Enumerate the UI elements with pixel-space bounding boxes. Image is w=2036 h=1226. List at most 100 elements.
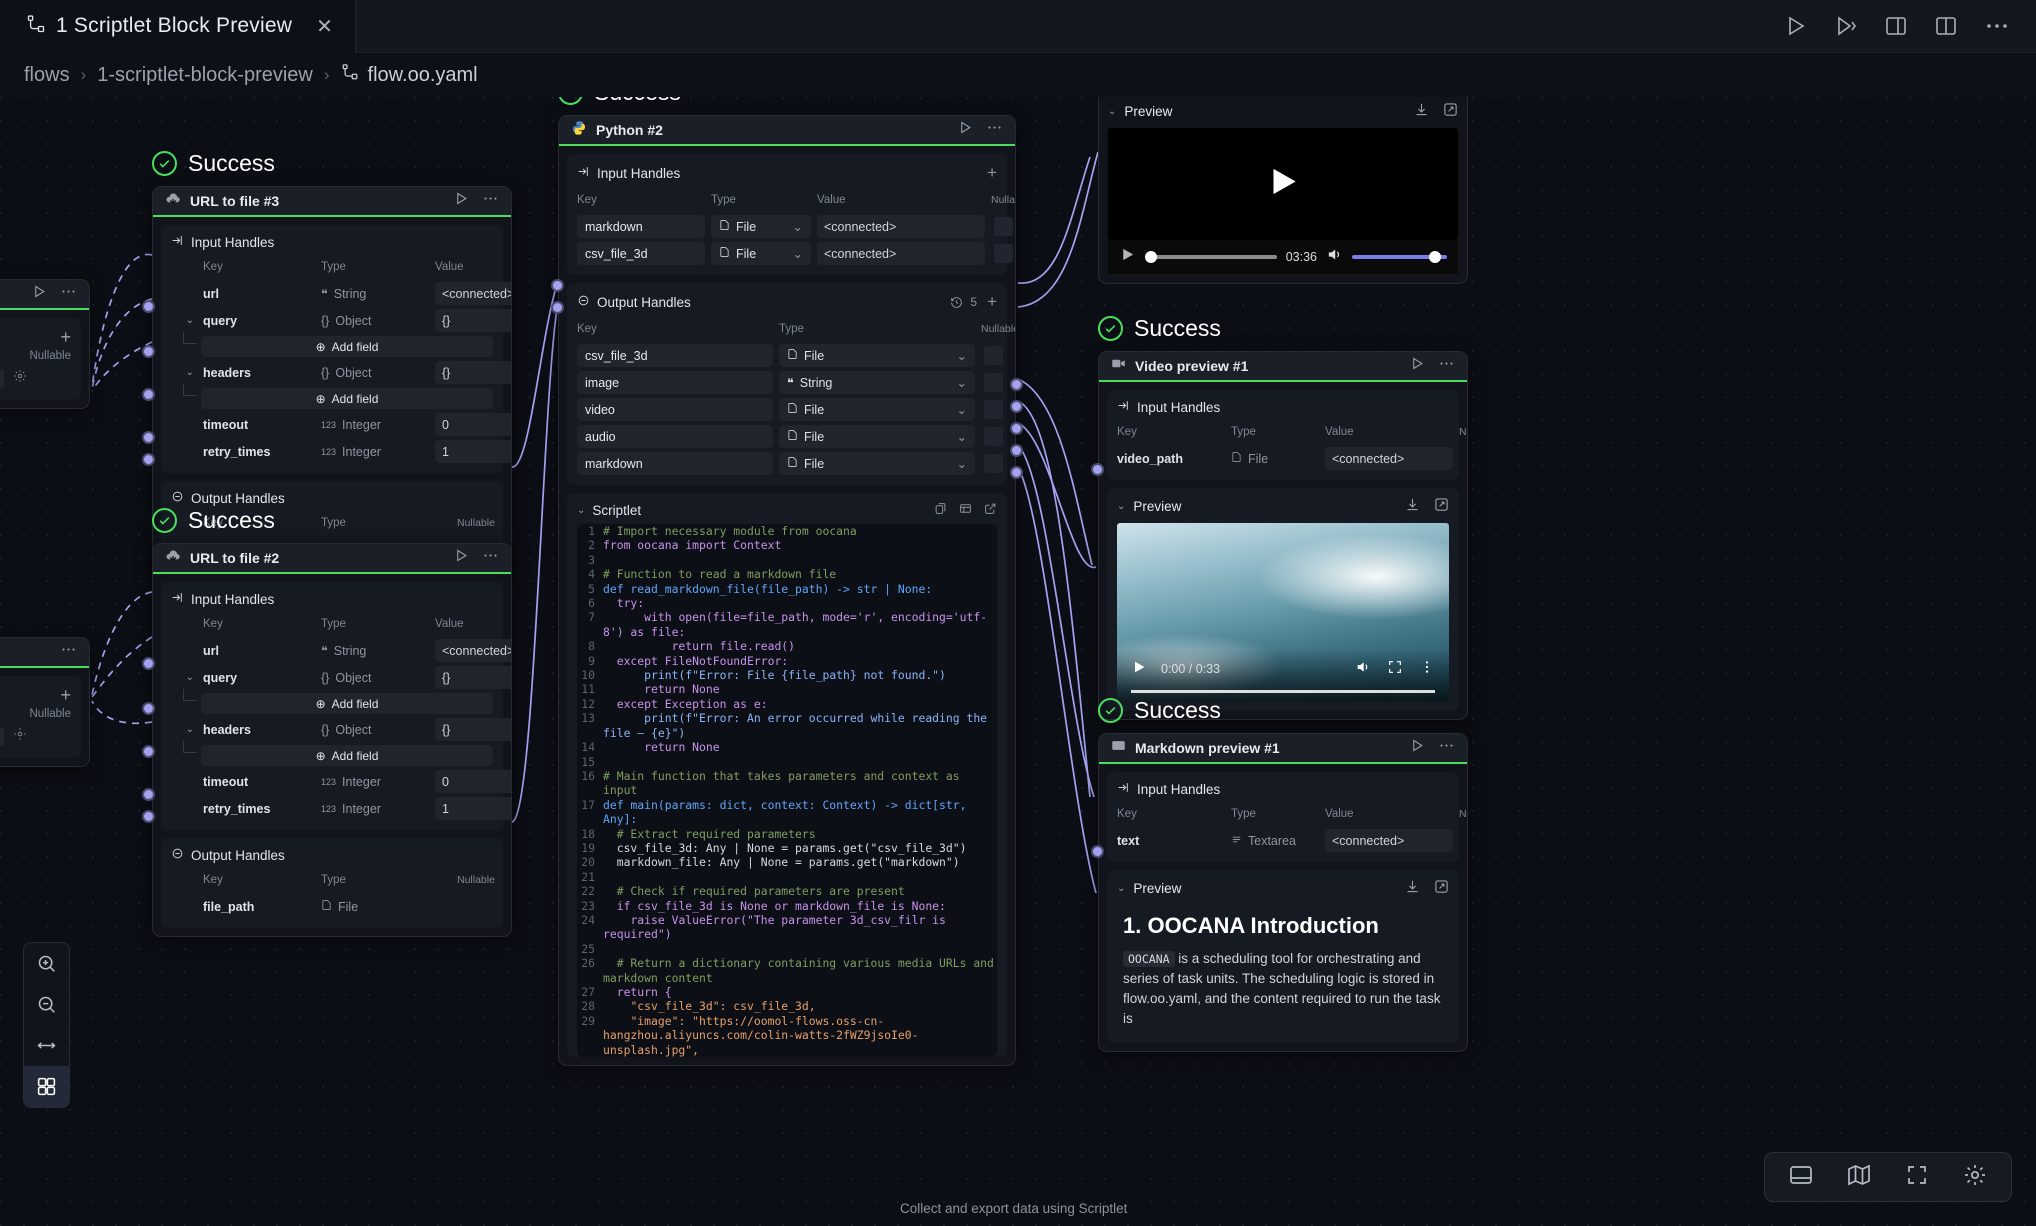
type-cell[interactable]: File ⌄ (779, 425, 975, 448)
chevron-down-icon[interactable]: ⌄ (1117, 882, 1126, 894)
preview-actions[interactable] (1405, 879, 1449, 897)
node-video-preview-1[interactable]: Success Video preview #1 Input Handles (1091, 315, 1468, 720)
close-icon[interactable]: ✕ (316, 15, 333, 38)
add-field-button[interactable]: ⊕ Add field (201, 693, 493, 714)
nullable-checkbox[interactable] (983, 346, 1003, 365)
chevron-down-icon[interactable]: ⌄ (185, 367, 194, 378)
more-icon[interactable] (60, 642, 77, 662)
chevron-down-icon[interactable]: ⌄ (185, 672, 194, 683)
volume-slider[interactable] (1352, 251, 1447, 263)
type-cell[interactable]: File ⌄ (779, 452, 975, 475)
chevron-down-icon[interactable]: ⌄ (577, 504, 586, 516)
output-port[interactable] (1010, 466, 1023, 479)
nullable-checkbox[interactable] (0, 727, 4, 746)
node-url-to-file-3[interactable]: Success URL to file #3 Input Handles (142, 150, 512, 580)
nullable-checkbox[interactable] (983, 454, 1003, 473)
grid-icon[interactable] (959, 502, 972, 518)
card-actions[interactable] (454, 191, 499, 211)
add-field-button[interactable]: ⊕ Add field (201, 388, 493, 409)
video-controls[interactable]: 0:00 / 0:33 (1117, 649, 1449, 701)
nullable-checkbox[interactable] (983, 427, 1003, 446)
run-icon[interactable] (1410, 738, 1425, 758)
run-icon[interactable] (454, 548, 469, 568)
chevron-down-icon[interactable]: ⌄ (956, 457, 967, 471)
value-cell[interactable]: <connected> (435, 639, 511, 662)
volume-icon[interactable] (1326, 246, 1343, 268)
key-cell[interactable]: video (577, 398, 773, 421)
type-cell[interactable]: ❝ String ⌄ (779, 371, 975, 394)
layout-panel-icon[interactable] (1934, 14, 1958, 38)
editor-tab[interactable]: 1 Scriptlet Block Preview ✕ (0, 0, 356, 53)
chevron-down-icon[interactable]: ⌄ (1108, 105, 1117, 117)
gear-icon[interactable] (1014, 346, 1015, 365)
nullable-checkbox[interactable] (983, 373, 1003, 392)
add-handle-button[interactable]: + (987, 292, 997, 311)
value-cell[interactable]: 1 (435, 440, 511, 463)
node-python-2[interactable]: Success Python #2 Input Handles (551, 97, 1023, 1067)
card-actions[interactable] (1410, 738, 1455, 758)
output-port[interactable] (1010, 422, 1023, 435)
value-cell[interactable]: {} (435, 666, 511, 689)
input-port[interactable] (1091, 845, 1104, 858)
nullable-checkbox[interactable] (993, 244, 1013, 263)
fullscreen-icon[interactable] (1387, 659, 1403, 680)
more-icon[interactable] (482, 191, 499, 211)
chevron-down-icon[interactable]: ⌄ (792, 247, 803, 261)
key-cell[interactable]: markdown (577, 452, 773, 475)
input-port[interactable] (142, 388, 155, 401)
terminal-panel-icon[interactable] (1789, 1163, 1813, 1192)
input-port[interactable] (142, 810, 155, 823)
chevron-down-icon[interactable]: ⌄ (185, 315, 194, 326)
card-actions[interactable] (60, 642, 77, 662)
input-port[interactable] (142, 300, 155, 313)
chevron-down-icon[interactable]: ⌄ (956, 430, 967, 444)
key-cell[interactable]: image (577, 371, 773, 394)
input-port[interactable] (142, 657, 155, 670)
value-cell[interactable]: 0 (435, 770, 511, 793)
type-cell[interactable]: File ⌄ (779, 398, 975, 421)
more-actions-icon[interactable] (1984, 14, 2010, 38)
node-audio-preview[interactable]: ⌄ Preview 03:36 (1098, 97, 1468, 284)
node-markdown-preview-1[interactable]: Success Markdown preview #1 Input Handle… (1091, 697, 1468, 1052)
breadcrumb-file[interactable]: flow.oo.yaml (341, 63, 478, 87)
run-icon[interactable] (1410, 356, 1425, 376)
run-icon[interactable] (454, 191, 469, 211)
input-port[interactable] (142, 702, 155, 715)
value-cell[interactable]: {} (435, 361, 511, 384)
progress-knob[interactable] (1145, 251, 1157, 263)
card-header[interactable]: URL to file #2 (153, 544, 511, 574)
card-header[interactable]: URL to file #3 (153, 187, 511, 217)
value-cell[interactable]: 0 (435, 413, 511, 436)
open-external-icon[interactable] (1443, 102, 1458, 120)
preview-actions[interactable] (1414, 102, 1458, 120)
more-icon[interactable] (1419, 659, 1435, 680)
output-port[interactable] (1010, 378, 1023, 391)
input-port[interactable] (142, 745, 155, 758)
value-cell[interactable]: 1 (435, 797, 511, 820)
zoom-out-button[interactable] (24, 984, 69, 1025)
scriptlet-actions[interactable] (934, 502, 997, 518)
card-actions[interactable] (1410, 356, 1455, 376)
chevron-down-icon[interactable]: ⌄ (956, 349, 967, 363)
toggle-grid-button[interactable] (24, 1066, 69, 1107)
run-debug-icon[interactable] (1834, 14, 1858, 38)
download-icon[interactable] (1405, 879, 1420, 897)
code-editor[interactable]: 1 # Import necessary module from oocana 2 f… (577, 524, 997, 1058)
audio-player[interactable] (1108, 128, 1458, 240)
open-external-icon[interactable] (1434, 879, 1449, 897)
run-icon[interactable] (32, 284, 47, 304)
zoom-in-button[interactable] (24, 943, 69, 984)
volume-icon[interactable] (1355, 659, 1371, 680)
value-cell[interactable]: <connected> (817, 215, 985, 238)
output-port[interactable] (1010, 444, 1023, 457)
open-external-icon[interactable] (1434, 497, 1449, 515)
chevron-down-icon[interactable]: ⌄ (792, 220, 803, 234)
run-icon[interactable] (958, 120, 973, 140)
more-icon[interactable] (60, 284, 77, 304)
key-cell[interactable]: markdown (577, 215, 705, 238)
progress-slider[interactable] (1145, 251, 1277, 263)
gear-icon[interactable] (13, 727, 27, 746)
chevron-down-icon[interactable]: ⌄ (956, 403, 967, 417)
more-icon[interactable] (986, 120, 1003, 140)
more-icon[interactable] (482, 548, 499, 568)
